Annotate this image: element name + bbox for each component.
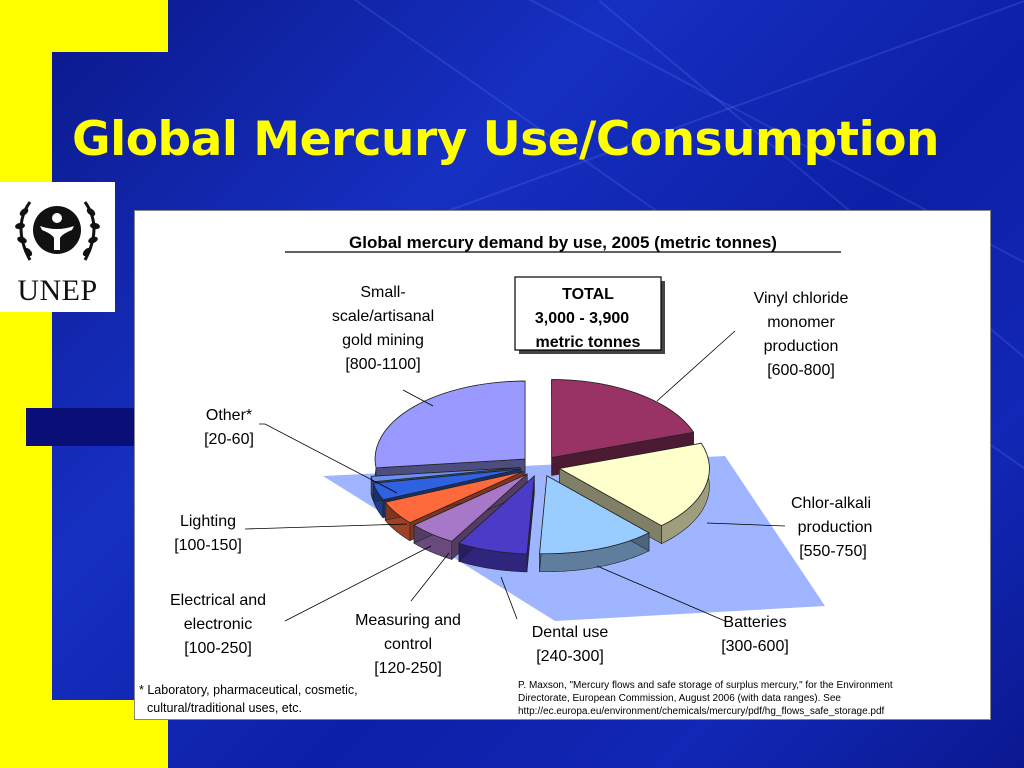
label-lighting: Lighting [100-150] [174, 513, 242, 554]
total-label: TOTAL [562, 286, 614, 303]
leader-line-batteries [596, 565, 726, 622]
footnote-line2: cultural/traditional uses, etc. [147, 701, 302, 715]
label-chlor: Chlor-alkali production [550-750] [791, 495, 872, 560]
label-measuring-line1: Measuring and [355, 612, 461, 629]
leader-line-vinyl [656, 330, 736, 402]
yellow-accent-top [0, 0, 168, 52]
leader-line-gold [402, 389, 434, 407]
unep-logo: UNEP [0, 182, 115, 312]
leader-line-chlor [706, 522, 786, 527]
label-gold-line1: Small- [360, 284, 405, 301]
pie-slice-chlor [558, 442, 710, 545]
pie-slice-top [539, 475, 650, 555]
label-chlor-range: [550-750] [799, 543, 867, 560]
label-measuring-range: [120-250] [374, 660, 442, 677]
label-vinyl-line1: Vinyl chloride [754, 290, 849, 307]
leader-line-electrical [284, 545, 432, 622]
chart-title: Global mercury demand by use, 2005 (metr… [349, 233, 777, 252]
pie-slices [370, 379, 710, 573]
label-lighting-line1: Lighting [180, 513, 236, 530]
label-vinyl-range: [600-800] [767, 362, 835, 379]
source-line3: http://ec.europa.eu/environment/chemical… [518, 706, 885, 717]
pie-slice-dental [458, 474, 535, 573]
pie-slice-top [458, 474, 535, 555]
pie-slice-top [558, 442, 710, 527]
pie-slice-top [413, 473, 528, 542]
total-box [514, 276, 662, 351]
label-chlor-line1: Chlor-alkali [791, 495, 871, 512]
laurel-emblem-icon [15, 201, 100, 261]
pie-slice-top [384, 471, 524, 524]
leader-line-other [259, 423, 398, 494]
label-dental: Dental use [240-300] [532, 624, 609, 665]
label-lighting-range: [100-150] [174, 537, 242, 554]
pie-slice-top [551, 379, 695, 459]
unep-logo-text: UNEP [17, 274, 98, 307]
label-gold-line2: scale/artisanal [332, 308, 434, 325]
label-vinyl-line2: monomer [767, 314, 835, 331]
label-vinyl: Vinyl chloride monomer production [600-8… [754, 290, 849, 379]
pie-chart: Global mercury demand by use, 2005 (metr… [139, 233, 893, 717]
label-chlor-line2: production [798, 519, 873, 536]
label-batteries-line1: Batteries [723, 614, 786, 631]
label-gold-line3: gold mining [342, 332, 424, 349]
label-vinyl-line3: production [764, 338, 839, 355]
total-range: 3,000 - 3,900 [535, 310, 629, 327]
pie-slice-top [370, 467, 521, 483]
pie-slice-batteries [539, 475, 650, 573]
chart-panel: Global mercury demand by use, 2005 (metr… [134, 210, 991, 720]
pie-slice-top [374, 380, 526, 469]
label-batteries: Batteries [300-600] [721, 614, 789, 655]
label-other: Other* [20-60] [204, 407, 254, 448]
label-gold: Small- scale/artisanal gold mining [800-… [332, 284, 434, 373]
source-line1: P. Maxson, "Mercury flows and safe stora… [518, 680, 893, 691]
label-measuring-line2: control [384, 636, 432, 653]
label-electrical-line1: Electrical and [170, 592, 266, 609]
label-electrical-range: [100-250] [184, 640, 252, 657]
label-batteries-range: [300-600] [721, 638, 789, 655]
leader-line-lighting [244, 523, 408, 530]
label-dental-line1: Dental use [532, 624, 609, 641]
label-other-range: [20-60] [204, 431, 254, 448]
label-gold-range: [800-1100] [345, 356, 420, 373]
leader-lines [244, 330, 786, 622]
label-other-line1: Other* [206, 407, 252, 424]
label-measuring: Measuring and control [120-250] [355, 612, 461, 677]
label-dental-range: [240-300] [536, 648, 604, 665]
total-unit: metric tonnes [536, 334, 641, 351]
source-line2: Directorate, European Commission, August… [518, 693, 841, 704]
slide-title: Global Mercury Use/Consumption [72, 112, 939, 167]
leader-line-dental [500, 576, 518, 620]
yellow-accent-left [0, 0, 52, 768]
label-electrical: Electrical and electronic [100-250] [170, 592, 266, 657]
leader-line-measuring [410, 552, 450, 602]
footnote-line1: * Laboratory, pharmaceutical, cosmetic, [139, 683, 358, 697]
pie-slice-top [372, 468, 521, 501]
label-electrical-line2: electronic [184, 616, 252, 633]
